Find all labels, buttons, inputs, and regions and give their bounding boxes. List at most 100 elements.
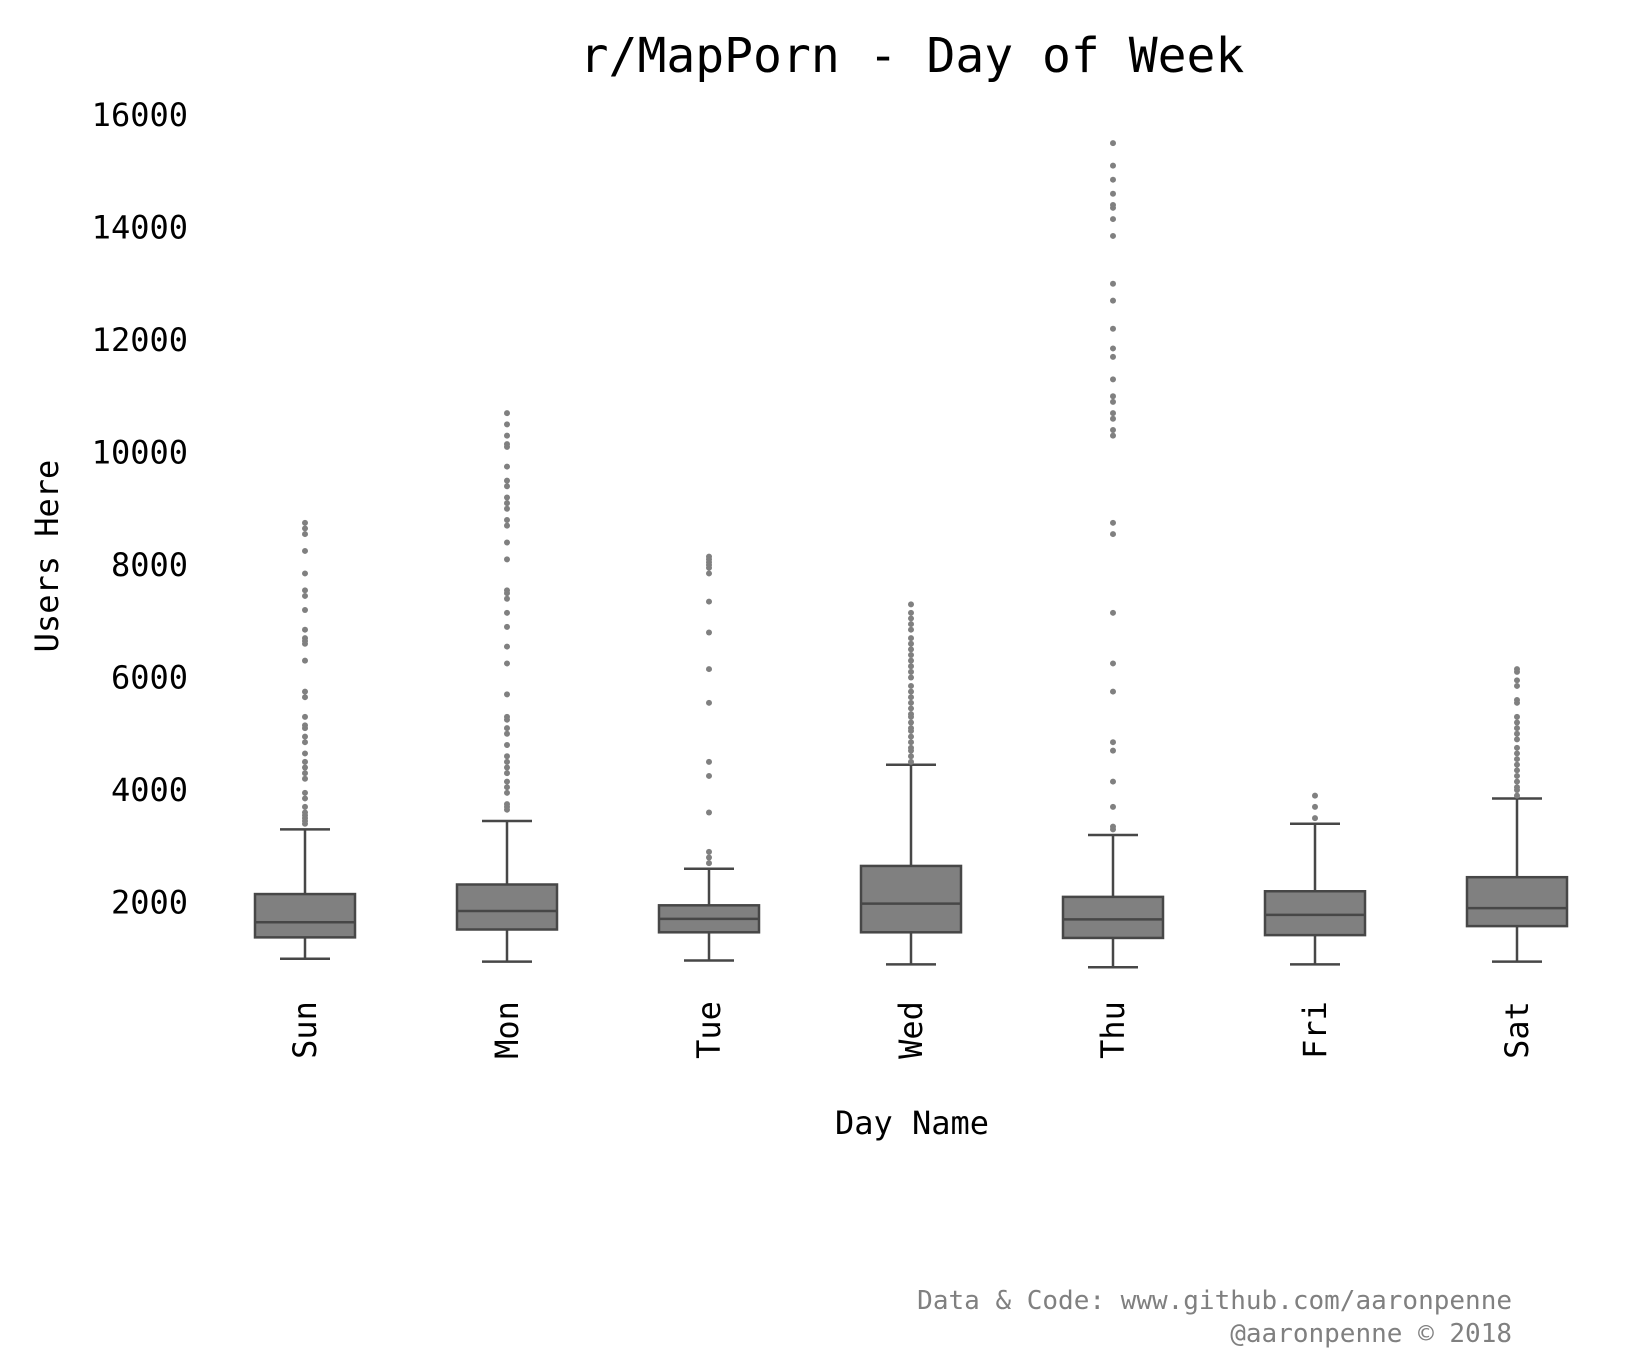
outlier-point (504, 801, 510, 808)
outlier-point (706, 629, 712, 636)
box-sat (1465, 666, 1569, 963)
outlier-point (908, 626, 914, 633)
box-mon (455, 410, 559, 963)
outlier-point (1110, 162, 1116, 169)
outlier-point (504, 764, 510, 771)
outlier-point (706, 553, 712, 560)
outlier-point (504, 609, 510, 616)
y-tick-label: 10000 (92, 434, 188, 472)
outlier-point (706, 758, 712, 765)
outlier-point (1514, 666, 1520, 673)
outlier-point (302, 592, 308, 599)
outlier-point (908, 758, 914, 765)
outlier-point (908, 601, 914, 608)
outlier-point (706, 570, 712, 577)
outlier-point (908, 663, 914, 670)
outlier-point (706, 699, 712, 706)
outlier-point (1514, 784, 1520, 791)
outlier-point (1514, 719, 1520, 726)
outlier-point (504, 643, 510, 650)
outlier-point (1110, 823, 1116, 830)
outlier-point (706, 598, 712, 605)
outlier-point (302, 607, 308, 613)
outlier-point (302, 733, 308, 740)
outlier-point (1110, 202, 1116, 208)
outlier-point (504, 742, 510, 748)
outlier-point (504, 494, 510, 501)
outlier-point (504, 789, 510, 796)
outlier-point (908, 682, 914, 689)
outlier-point (302, 789, 308, 796)
outlier-point (908, 652, 914, 658)
outlier-point (1514, 725, 1520, 732)
outlier-point (1514, 682, 1520, 689)
outlier-point (504, 587, 510, 594)
outlier-point (302, 803, 308, 810)
outlier-point (1312, 815, 1318, 822)
outlier-point (908, 609, 914, 616)
y-tick-label: 14000 (92, 209, 188, 247)
outlier-point (504, 556, 510, 563)
box-series (253, 140, 1569, 969)
iqr-box (253, 892, 357, 939)
outlier-point (1312, 803, 1318, 810)
outlier-point (504, 441, 510, 448)
outlier-point (908, 699, 914, 706)
x-tick-label: Sun (286, 1001, 324, 1059)
outlier-point (1514, 677, 1520, 684)
outlier-point (1110, 609, 1116, 616)
outlier-point (1110, 803, 1116, 810)
outlier-point (1110, 393, 1116, 400)
outlier-point (302, 770, 308, 777)
outlier-point (908, 621, 914, 628)
outlier-point (908, 725, 914, 732)
x-tick-label: Mon (488, 1001, 526, 1059)
outlier-point (504, 778, 510, 785)
outlier-point (302, 758, 308, 765)
outlier-point (504, 500, 510, 507)
outlier-point (504, 421, 510, 428)
outlier-point (1514, 713, 1520, 720)
outlier-point (706, 860, 712, 867)
outlier-point (1110, 140, 1116, 147)
outlier-point (1110, 410, 1116, 417)
outlier-point (1110, 660, 1116, 667)
y-tick-label: 16000 (92, 96, 188, 134)
outlier-point (1514, 778, 1520, 785)
y-axis-ticks: 2000 4000 6000 8000 10000 12000 14000 16000 (92, 96, 188, 922)
outlier-point (302, 750, 308, 757)
outlier-point (1514, 772, 1520, 779)
outlier-point (908, 733, 914, 740)
outlier-point (1110, 190, 1116, 197)
outlier-point (302, 809, 308, 816)
y-tick-label: 8000 (111, 546, 188, 584)
outlier-point (1110, 739, 1116, 746)
outlier-point (1110, 216, 1116, 223)
outlier-point (1110, 232, 1116, 239)
box-sun (253, 519, 357, 960)
outlier-point (302, 570, 308, 577)
outlier-point (1110, 398, 1116, 405)
outlier-point (1110, 747, 1116, 754)
outlier-point (908, 739, 914, 746)
outlier-point (504, 758, 510, 765)
outlier-point (908, 688, 914, 695)
outlier-point (504, 753, 510, 760)
outlier-point (302, 531, 308, 538)
outlier-point (1110, 688, 1116, 695)
outlier-point (302, 722, 308, 729)
outlier-point (1514, 744, 1520, 751)
outlier-point (302, 764, 308, 771)
outlier-point (706, 848, 712, 855)
outlier-point (908, 753, 914, 760)
x-tick-label: Wed (892, 1001, 930, 1059)
iqr-box (1465, 875, 1569, 928)
outlier-point (706, 666, 712, 673)
credit-line-source: Data & Code: www.github.com/aaronpenne (917, 1286, 1512, 1316)
outlier-point (504, 432, 510, 439)
outlier-point (908, 711, 914, 718)
outlier-point (504, 691, 510, 698)
outlier-point (908, 640, 914, 647)
outlier-point (1110, 531, 1116, 538)
